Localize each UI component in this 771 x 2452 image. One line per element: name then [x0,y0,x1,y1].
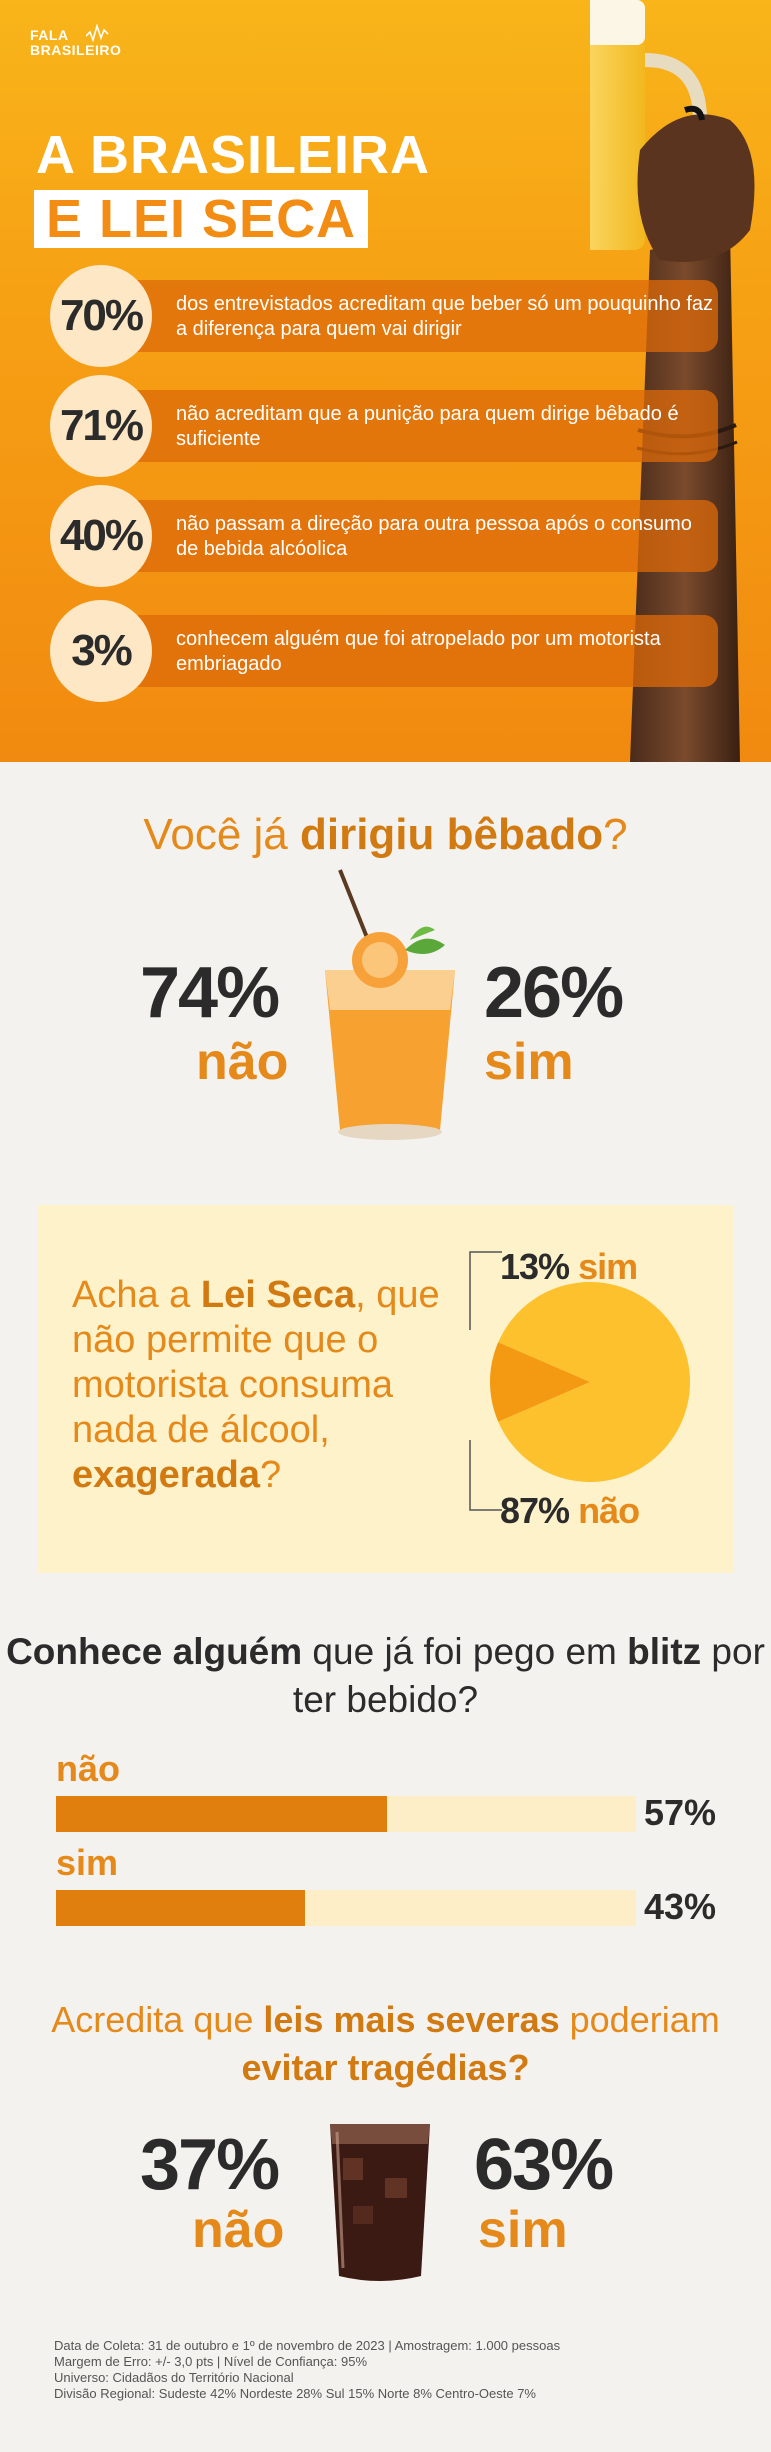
stat-percent: 3% [50,600,152,702]
q4-left-percent: 37% [140,2125,280,2205]
brand-name-line1: FALA [30,27,69,43]
bar-track-sim [56,1890,636,1926]
cola-glass-illustration [330,2124,430,2281]
q2-question: Acha a Lei Seca, que não permite que o m… [72,1273,452,1498]
q4-left-label: não [192,2201,285,2259]
q1-right-label: sim [484,1033,574,1091]
footer-line: Margem de Erro: +/- 3,0 pts | Nível de C… [54,2354,367,2369]
q4-title-bold2: evitar tragédias? [241,2047,530,2088]
stat-row: não acreditam que a punição para quem di… [100,390,718,462]
q3-title-post: por ter bebido? [292,1631,765,1720]
footer-line: Data de Coleta: 31 de outubro e 1º de no… [54,2338,561,2353]
bar-label-nao: não [56,1748,121,1789]
q4-title-bold1: leis mais severas [263,1999,560,2040]
bar-track-nao [56,1796,636,1832]
q1-title-bold: dirigiu bêbado [299,810,604,859]
q2-pie-chart [469,1251,690,1511]
q1-title-pre: Você já [143,810,300,859]
q1-left-percent: 74% [140,953,280,1033]
q2-nao-label: 87% não [500,1490,640,1532]
q3-title-mid: que já foi pego em [302,1631,628,1672]
bar-fill-nao [56,1796,387,1832]
footer-methodology: Data de Coleta: 31 de outubro e 1º de no… [54,2338,734,2402]
q2-question-pre: Acha a [72,1274,201,1316]
stat-text: não passam a direção para outra pessoa a… [176,513,692,560]
q3-title-bold2: blitz [627,1631,702,1672]
q4-title: Acredita que leis mais severas poderiam … [0,1996,771,2092]
q2-question-bold2: exagerada [72,1454,261,1496]
q3-title-bold1: Conhece alguém [6,1631,303,1672]
q2-nao-percent: 87% [500,1490,570,1531]
stat-row: conhecem alguém que foi atropelado por u… [100,615,718,687]
pie-slice-nao [498,1282,690,1482]
pie-slice-sim [490,1342,590,1422]
sim-leader-line [469,1251,502,1330]
q2-nao-word: não [578,1490,640,1531]
q2-question-mid: , que não permite que o motorista consum… [72,1274,440,1451]
q4-title-pre: Acredita que [51,1999,264,2040]
q1-left-label: não [196,1033,289,1091]
stat-text: conhecem alguém que foi atropelado por u… [176,628,661,675]
waveform-icon [86,24,109,43]
stat-percent: 40% [50,485,152,587]
q2-sim-word: sim [578,1246,638,1287]
q2-question-post: ? [260,1454,282,1496]
brand-name-line2: BRASILEIRO [30,42,122,58]
hero-title-line1: A BRASILEIRA [36,125,431,185]
q2-sim-label: 13% sim [500,1246,638,1288]
bar-fill-sim [56,1890,306,1926]
brand-logo: FALA BRASILEIRO [30,24,122,58]
stat-row: dos entrevistados acreditam que beber só… [100,280,718,352]
q2-question-bold1: Lei Seca [200,1274,356,1316]
q4-title-mid: poderiam [559,1999,720,2040]
stat-percent: 70% [50,265,152,367]
stat-text: dos entrevistados acreditam que beber só… [176,293,714,340]
footer-line: Divisão Regional: Sudeste 42% Nordeste 2… [54,2386,536,2401]
q1-title: Você já dirigiu bêbado? [0,810,771,860]
q4-right-percent: 63% [474,2125,614,2205]
footer-line: Universo: Cidadãos do Território Naciona… [54,2370,294,2385]
q1-right-percent: 26% [484,953,624,1033]
hero-title-line2: E LEI SECA [34,190,369,248]
cocktail-glass-illustration [325,869,455,1140]
q4-right-label: sim [478,2201,568,2259]
hero-banner: FALA BRASILEIRO A BRASILEIRA E LEI SECA … [0,0,771,762]
bar-label-sim: sim [56,1842,119,1883]
nao-leader-line [469,1440,502,1511]
q3-title: Conhece alguém que já foi pego em blitz … [0,1628,771,1724]
q1-title-post: ? [603,810,628,859]
stat-row: não passam a direção para outra pessoa a… [100,500,718,572]
q2-sim-percent: 13% [500,1246,570,1287]
stat-text: não acreditam que a punição para quem di… [176,403,679,450]
bar-percent-sim: 43% [644,1886,717,1927]
bar-percent-nao: 57% [644,1792,717,1833]
stat-percent: 71% [50,375,152,477]
